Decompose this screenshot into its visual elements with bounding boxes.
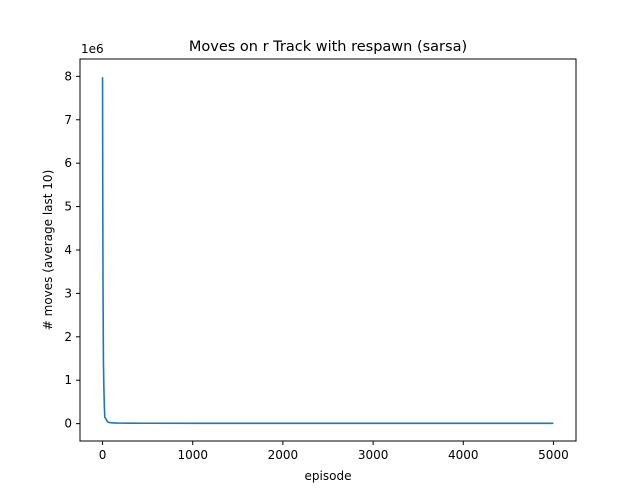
x-tick-label: 4000 (448, 448, 479, 462)
y-tick-label: 0 (64, 417, 72, 431)
x-axis-ticks: 0 1000 2000 3000 4000 5000 (99, 441, 569, 462)
chart-title: Moves on r Track with respawn (sarsa) (189, 39, 467, 55)
plot-area-frame (79, 58, 577, 442)
x-tick-label: 0 (99, 448, 107, 462)
y-axis-label: # moves (average last 10) (41, 170, 55, 330)
x-tick-label: 3000 (358, 448, 389, 462)
y-tick-label: 5 (64, 200, 72, 214)
series-line (101, 77, 554, 425)
y-tick-label: 8 (64, 69, 72, 83)
y-tick-label: 6 (64, 156, 72, 170)
y-axis-ticks: 0 1 2 3 4 5 6 7 8 (64, 69, 80, 431)
x-tick-label: 5000 (538, 448, 569, 462)
series-layer (101, 77, 554, 425)
y-tick-label: 1 (64, 373, 72, 387)
x-tick-label: 1000 (177, 448, 208, 462)
y-tick-label: 3 (64, 286, 72, 300)
y-axis-offset-label: 1e6 (81, 42, 104, 56)
x-tick-label: 2000 (268, 448, 299, 462)
y-tick-label: 4 (64, 243, 72, 257)
y-tick-label: 7 (64, 113, 72, 127)
x-axis-label: episode (305, 469, 352, 483)
y-tick-label: 2 (64, 330, 72, 344)
